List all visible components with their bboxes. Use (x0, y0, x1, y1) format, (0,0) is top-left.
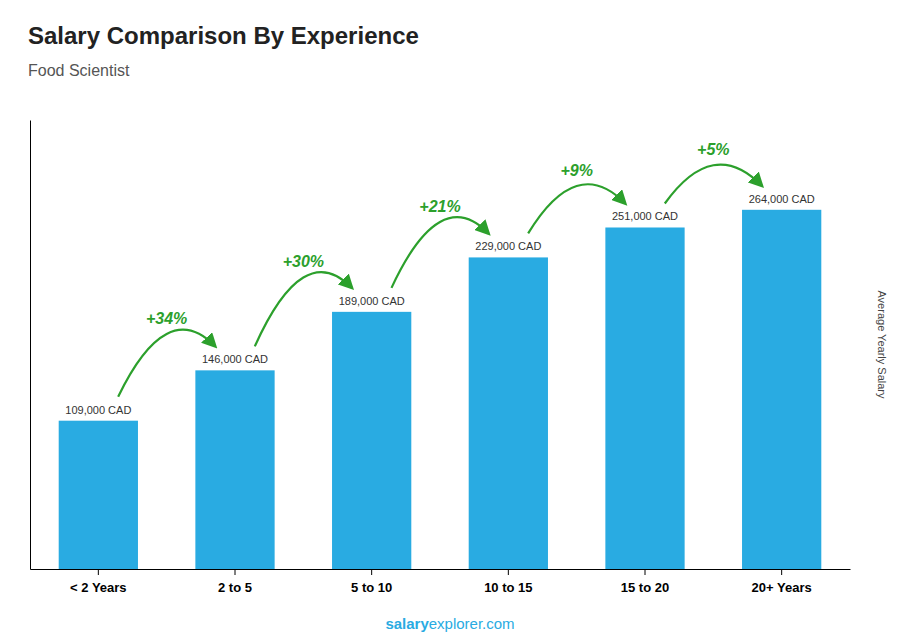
x-tick: 10 to 15 (484, 569, 532, 595)
x-tick: 20+ Years (752, 569, 812, 595)
growth-arc (255, 272, 352, 346)
bar (59, 421, 138, 569)
x-tick-label: 10 to 15 (484, 580, 532, 595)
x-tick-label: 2 to 5 (218, 580, 252, 595)
growth-label: +5% (697, 141, 729, 158)
bar (195, 370, 274, 569)
growth-label: +9% (560, 162, 592, 179)
growth-label: +30% (283, 253, 324, 270)
bar (742, 210, 821, 569)
x-tick: 15 to 20 (621, 569, 669, 595)
value-label: 189,000 CAD (339, 295, 405, 307)
bar (332, 312, 411, 569)
x-tick-mark (235, 569, 236, 575)
x-tick-mark (508, 569, 509, 575)
chart: < 2 Years 2 to 5 5 to 10 10 to 15 15 to 20 20… (0, 0, 900, 641)
watermark-part: explorer.com (429, 615, 515, 632)
x-tick-mark (371, 569, 372, 575)
value-label: 251,000 CAD (612, 210, 678, 222)
value-label: 109,000 CAD (65, 404, 131, 416)
x-tick: < 2 Years (70, 569, 127, 595)
bar (605, 227, 684, 569)
x-tick-mark (98, 569, 99, 575)
growth-arcs: +34% +30% +21% +9% +5% (118, 141, 762, 396)
growth-label: +21% (419, 198, 460, 215)
watermark-part: salary (385, 615, 429, 632)
growth-arc (528, 184, 625, 233)
x-axis: < 2 Years 2 to 5 5 to 10 10 to 15 15 to 20 20… (31, 569, 851, 595)
growth-arc (391, 217, 488, 288)
y-axis (30, 121, 31, 570)
growth-label: +34% (146, 310, 187, 327)
y-axis-label: Average Yearly Salary (876, 290, 888, 399)
growth-arc (665, 165, 762, 204)
x-tick: 2 to 5 (218, 569, 252, 595)
x-tick-label: 15 to 20 (621, 580, 669, 595)
plot: < 2 Years 2 to 5 5 to 10 10 to 15 15 to 20 20… (31, 121, 851, 596)
x-tick-label: 20+ Years (752, 580, 812, 595)
x-tick-label: 5 to 10 (351, 580, 392, 595)
y-axis-line (30, 121, 31, 570)
bars (59, 210, 822, 569)
value-label: 229,000 CAD (475, 240, 541, 252)
x-axis-line (31, 569, 851, 570)
watermark: salaryexplorer.com (385, 615, 514, 632)
x-tick-mark (781, 569, 782, 575)
value-label: 264,000 CAD (749, 193, 815, 205)
value-labels: 109,000 CAD 146,000 CAD 189,000 CAD 229,000… (65, 193, 814, 416)
bar (469, 257, 548, 569)
growth-arc (118, 330, 215, 397)
value-label: 146,000 CAD (202, 353, 268, 365)
x-tick-label: < 2 Years (70, 580, 127, 595)
x-tick: 5 to 10 (351, 569, 392, 595)
subtitle: Food Scientist (28, 62, 130, 79)
title: Salary Comparison By Experience (28, 22, 419, 49)
x-tick-mark (645, 569, 646, 575)
